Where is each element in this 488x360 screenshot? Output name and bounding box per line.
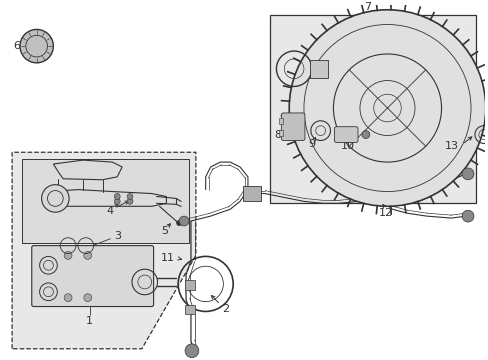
FancyBboxPatch shape [309, 60, 327, 77]
Bar [184, 305, 195, 314]
Text: 4: 4 [106, 206, 114, 216]
Circle shape [176, 220, 182, 226]
Text: 8: 8 [273, 130, 281, 140]
Circle shape [41, 185, 69, 212]
Text: 9: 9 [307, 139, 315, 149]
Bar [279, 118, 283, 124]
Circle shape [461, 168, 473, 180]
Circle shape [127, 194, 133, 199]
Polygon shape [12, 152, 196, 349]
Text: 1: 1 [86, 316, 93, 326]
Circle shape [184, 344, 199, 357]
Text: 5: 5 [161, 226, 167, 236]
FancyBboxPatch shape [281, 113, 305, 140]
Bar [243, 186, 260, 201]
Bar [279, 130, 283, 136]
Circle shape [20, 30, 53, 63]
Text: 13: 13 [444, 141, 458, 151]
Text: 12: 12 [378, 208, 392, 218]
Circle shape [361, 131, 369, 139]
Circle shape [179, 216, 188, 226]
Circle shape [64, 252, 72, 259]
Bar [184, 280, 195, 290]
Text: 10: 10 [341, 141, 354, 151]
Circle shape [83, 252, 92, 259]
FancyBboxPatch shape [32, 246, 153, 306]
Circle shape [461, 210, 473, 222]
Circle shape [64, 294, 72, 302]
FancyBboxPatch shape [334, 127, 357, 143]
Bar [269, 15, 475, 203]
Text: 3: 3 [114, 231, 121, 241]
Circle shape [114, 198, 120, 204]
Text: 2: 2 [222, 305, 228, 315]
Circle shape [288, 10, 485, 206]
Circle shape [114, 194, 120, 199]
Circle shape [127, 198, 133, 204]
Text: 6: 6 [14, 41, 20, 51]
Bar [22, 159, 188, 243]
Text: 11: 11 [161, 253, 175, 264]
Circle shape [83, 294, 92, 302]
Text: 7: 7 [364, 2, 370, 12]
